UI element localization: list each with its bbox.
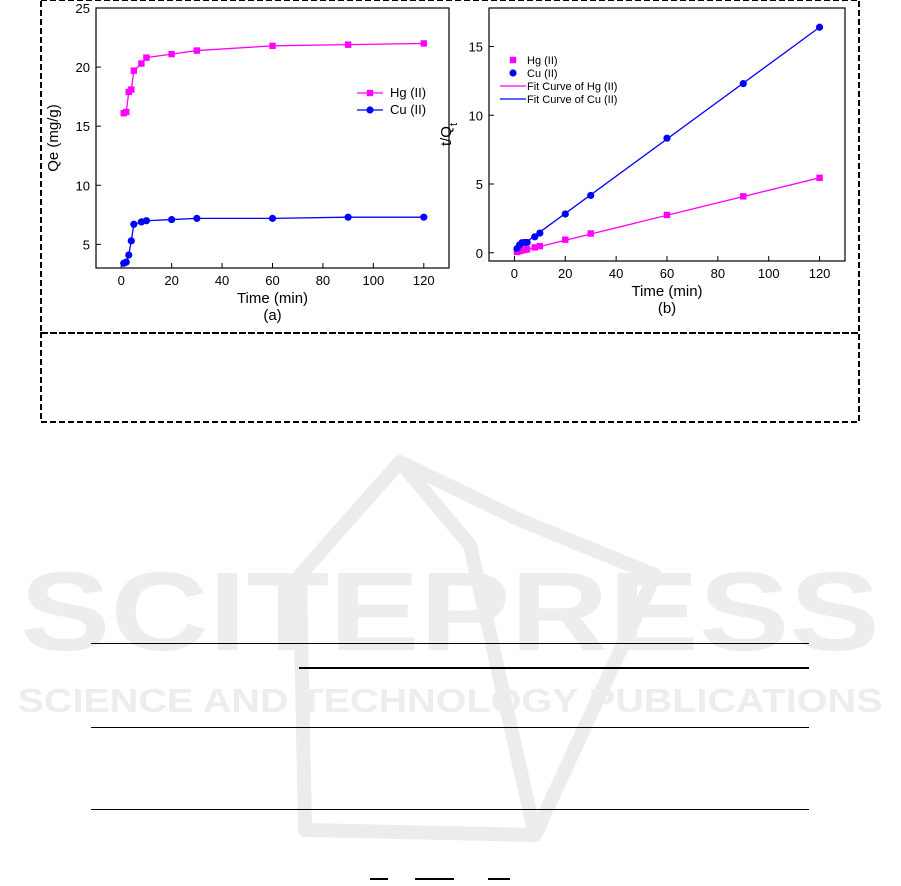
- x-axis-label: Time (min): [631, 283, 702, 300]
- data-point: [130, 67, 138, 74]
- y-tick-label: 15: [76, 119, 90, 134]
- y-tick-label: 5: [83, 237, 90, 252]
- legend-marker: [366, 89, 374, 97]
- x-axis-label: Time (min): [237, 290, 308, 307]
- data-point: [138, 60, 145, 67]
- x-tick-label: 100: [758, 266, 780, 281]
- legend-entry: Hg (II): [390, 85, 426, 100]
- legend-entry: Fit Curve of Hg (II): [527, 81, 617, 93]
- chart-panel-a: 0 20 40 60 80 100 120 5 10 15 20 25 Time (min)(a) Qe …: [45, 1, 450, 324]
- series-line: [123, 216, 424, 264]
- data-point: [269, 42, 276, 50]
- y-tick-label: 20: [76, 60, 90, 75]
- data-point: [123, 108, 130, 116]
- legend-marker: [509, 69, 517, 77]
- watermark-brand: SCITEPRESS: [20, 549, 880, 674]
- y-axis-label: Qe (mg/g): [45, 104, 62, 172]
- y-tick-label: 10: [76, 178, 90, 193]
- data-point: [125, 251, 133, 259]
- y-axis-label: t/Qt: [438, 123, 460, 146]
- y-tick-label: 0: [476, 246, 483, 261]
- x-tick-label: 20: [558, 266, 572, 281]
- data-point: [193, 214, 201, 222]
- equation-fraction-bar: [415, 878, 454, 880]
- legend-entry: Cu (II): [390, 102, 426, 117]
- series-line: [514, 177, 820, 254]
- legend-entry: Fit Curve of Cu (II): [527, 94, 617, 106]
- y-tick-label: 25: [76, 1, 90, 16]
- legend-entry: Cu (II): [527, 68, 558, 80]
- data-point: [128, 86, 135, 93]
- equation-fraction-bar: [370, 878, 388, 880]
- y-tick-label: 5: [476, 177, 483, 192]
- data-point: [420, 213, 428, 221]
- x-tick-label: 120: [413, 273, 435, 288]
- y-tick-label: 15: [469, 40, 483, 55]
- table-header-rule: [299, 667, 809, 669]
- table-bottom-rule: [91, 809, 809, 810]
- watermark-book-logo: [293, 455, 662, 842]
- data-point: [268, 214, 277, 222]
- x-tick-label: 120: [809, 266, 831, 281]
- data-point: [122, 258, 130, 266]
- data-point: [344, 41, 352, 48]
- x-tick-label: 20: [164, 273, 178, 288]
- watermark-tagline: SCIENCE AND TECHNOLOGY PUBLICATIONS: [18, 682, 883, 719]
- y-tick-label: 10: [469, 108, 483, 123]
- legend-entry: Hg (II): [527, 55, 558, 67]
- data-point: [130, 220, 138, 228]
- x-tick-label: 60: [660, 266, 674, 281]
- data-point: [193, 47, 201, 54]
- plot-area-frame: [488, 7, 846, 262]
- x-tick-label: 60: [265, 273, 279, 288]
- figure-frame: [40, 0, 860, 423]
- x-tick-label: 0: [118, 273, 125, 288]
- legend-marker: [366, 106, 374, 114]
- table-mid-rule: [91, 727, 809, 728]
- x-tick-label: 40: [609, 266, 623, 281]
- table-top-rule: [91, 643, 809, 644]
- data-point: [168, 215, 176, 224]
- data-point: [143, 54, 150, 61]
- data-point: [142, 217, 151, 225]
- x-tick-label: 40: [215, 273, 229, 288]
- data-point: [344, 213, 352, 221]
- legend-marker: [509, 56, 517, 64]
- x-tick-label: 80: [316, 273, 330, 288]
- data-point: [168, 50, 175, 58]
- x-tick-label: 100: [363, 273, 385, 288]
- panel-label: (b): [658, 300, 676, 317]
- panel-label: (a): [263, 307, 281, 324]
- series-line: [514, 26, 820, 252]
- x-tick-label: 80: [711, 266, 725, 281]
- chart-panel-b: 0 20 40 60 80 100 120 0 5 10 15 Time (min)(b) t/Qt Hg…: [438, 7, 846, 317]
- data-point: [127, 237, 135, 245]
- data-point: [420, 40, 427, 47]
- x-tick-label: 0: [511, 266, 518, 281]
- equation-fraction-bar: [488, 878, 510, 880]
